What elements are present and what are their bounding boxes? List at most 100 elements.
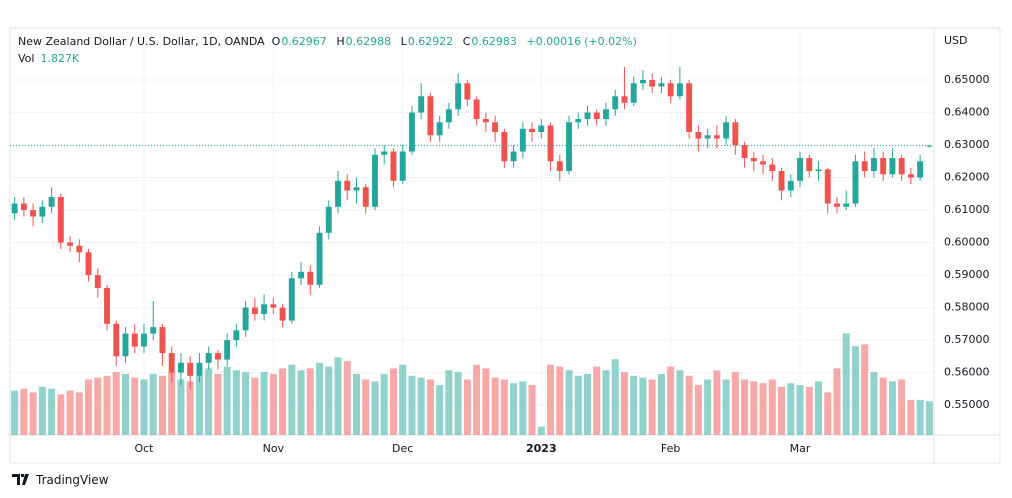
volume-bar [519,381,527,435]
volume-bar [778,386,786,435]
candle-body [11,203,18,214]
candle-layer [10,67,934,389]
candle-body [418,96,425,113]
volume-bar [389,368,397,435]
candle-body [344,180,351,191]
candle-body [723,122,730,139]
candle-body [898,158,905,175]
volume-bar [205,368,213,435]
candle-body [150,327,157,334]
volume-bar [657,373,665,435]
candle-body [325,206,332,233]
candle-body [870,158,877,172]
candle-body [852,161,859,204]
y-tick-label: 0.60000 [944,236,990,249]
volume-bar [704,379,712,435]
candle-body [464,83,471,100]
candle-body [131,333,138,347]
legend-change: +0.00016 [526,35,582,48]
volume-bar [426,379,434,435]
candle-body [501,132,508,162]
volume-bar [168,372,176,435]
x-tick-label: Mar [790,442,811,455]
candle-body [861,161,868,172]
volume-bar [750,381,758,435]
candle-body [806,158,813,172]
candle-body [122,333,129,357]
volume-bar [66,390,74,435]
volume-value: 1.827K [40,52,80,65]
volume-bar [186,381,194,435]
candle-body [372,154,378,207]
candle-body [630,83,637,103]
candle-body [30,210,37,217]
candle-body [76,245,83,253]
volume-bar [11,390,19,435]
volume-bar [620,372,628,435]
brand-name: TradingView [36,473,109,487]
volume-bar [94,377,102,435]
candle-body [556,161,563,172]
candle-body [880,158,887,175]
volume-bar [870,372,878,435]
candle-body [307,271,314,285]
volume-bar [195,375,203,435]
volume-bar [510,383,518,435]
candle-body [427,96,434,136]
volume-bar [48,388,56,435]
volume-bar [925,401,933,435]
volume-bar [787,383,795,435]
volume-bar [57,394,65,435]
volume-bar [269,373,277,435]
x-tick-label: 2023 [526,442,557,455]
volume-bar [103,375,111,435]
volume-bar [279,368,287,435]
volume-bar [288,364,296,435]
volume-bar [630,375,638,435]
volume-bar [768,379,776,435]
candle-body [889,158,896,175]
volume-bar [556,366,564,435]
candle-body [261,304,268,315]
candle-body [695,132,702,139]
candle-body [843,203,850,207]
candle-body [529,128,536,133]
candle-body [612,96,619,110]
brand-logo [12,474,29,485]
candle-body [362,187,369,207]
candle-body [510,151,517,162]
volume-bar [814,381,823,435]
candle-body [566,122,572,172]
candle-body [492,122,499,133]
volume-bar [362,379,370,435]
candle-body [824,169,831,204]
volume-bar [602,370,610,435]
volume-bar [306,368,314,435]
volume-bar [583,373,592,435]
candle-body [205,353,212,363]
candle-body [445,109,452,123]
volume-bar [29,392,37,435]
volume-bar [140,379,148,435]
candle-body [621,96,628,103]
candle-body [39,206,46,217]
volume-bar [482,368,490,435]
y-tick-label: 0.65000 [944,73,990,86]
brand[interactable]: TradingView [12,473,109,487]
y-tick-label: 0.55000 [944,398,990,411]
y-tick-label: 0.56000 [944,366,990,379]
y-tick-label: 0.62000 [944,171,990,184]
volume-bar [445,370,453,435]
volume-bar [722,379,730,435]
x-tick-label: Oct [134,442,154,455]
candle-body [750,158,757,162]
volume-bar [417,377,425,435]
volume-bar [565,370,573,435]
candle-body [242,307,249,331]
candle-body [270,304,277,308]
candle-body [94,275,101,289]
volume-bar [251,377,259,435]
volume-bar [898,379,906,435]
candle-body [20,203,27,211]
volume-bar [371,381,379,435]
